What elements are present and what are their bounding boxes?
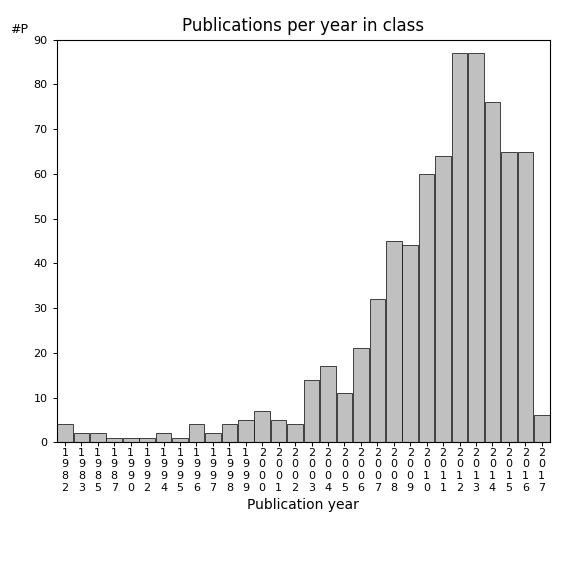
Bar	[403, 246, 418, 442]
Bar	[320, 366, 336, 442]
Bar	[156, 433, 171, 442]
Bar	[107, 438, 122, 442]
Bar	[90, 433, 105, 442]
Bar	[419, 174, 434, 442]
Bar	[337, 393, 352, 442]
Bar	[57, 424, 73, 442]
Bar	[468, 53, 484, 442]
Bar	[485, 102, 500, 442]
Bar	[123, 438, 138, 442]
Bar	[518, 151, 533, 442]
Bar	[139, 438, 155, 442]
Bar	[189, 424, 204, 442]
Bar	[501, 151, 517, 442]
Bar	[435, 156, 451, 442]
Bar	[172, 438, 188, 442]
Bar	[386, 241, 401, 442]
Bar	[370, 299, 385, 442]
Bar	[287, 424, 303, 442]
Bar	[238, 420, 253, 442]
Bar	[452, 53, 467, 442]
Bar	[205, 433, 221, 442]
Title: Publications per year in class: Publications per year in class	[182, 18, 425, 35]
Bar	[222, 424, 237, 442]
Bar	[534, 416, 549, 442]
Bar	[74, 433, 89, 442]
Bar	[271, 420, 286, 442]
Bar	[255, 411, 270, 442]
Bar	[353, 348, 369, 442]
X-axis label: Publication year: Publication year	[247, 498, 359, 512]
Text: #P: #P	[10, 23, 28, 36]
Bar	[304, 380, 319, 442]
